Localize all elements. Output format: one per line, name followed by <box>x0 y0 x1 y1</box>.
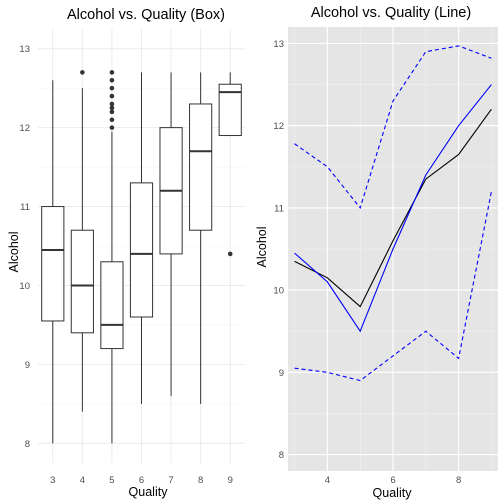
box-x-tick-label: 5 <box>109 475 114 486</box>
box-y-tick-label: 13 <box>19 44 30 55</box>
box-marks <box>41 70 242 444</box>
box-iqr <box>189 103 213 231</box>
box-outlier-point <box>109 77 115 83</box>
box-y-tick-labels: 8 9 10 11 12 13 <box>19 44 30 450</box>
box-outlier-point <box>80 70 85 75</box>
box-outlier-point <box>109 70 115 75</box>
box-x-tick-label: 4 <box>80 475 85 486</box>
box-outlier-point <box>109 85 115 91</box>
box-iqr <box>100 261 124 350</box>
box-outlier-point <box>109 117 115 123</box>
line-y-tick-label: 9 <box>279 368 284 379</box>
line-series-black <box>294 108 492 308</box>
line-x-tick-labels: 4 6 8 <box>325 475 462 486</box>
box-iqr <box>129 182 154 318</box>
box-outlier-point <box>227 251 233 257</box>
box-plot-chart: Alcohol vs. Quality (Box) 8 9 10 11 12 13 3 4 5… <box>7 7 245 499</box>
line-plot-chart: Alcohol vs. Quality (Line) 8 9 10 11 12 13 4 6… <box>255 5 498 500</box>
box-x-tick-label: 8 <box>198 475 203 486</box>
box-iqr <box>218 83 242 137</box>
box-x-tick-label: 7 <box>168 475 173 486</box>
box-y-tick-label: 10 <box>19 281 30 292</box>
line-y-tick-label: 12 <box>273 121 284 132</box>
line-series-upper-dashed <box>294 45 492 210</box>
box-y-tick-label: 9 <box>25 360 30 371</box>
box-outlier-point <box>109 93 115 99</box>
line-x-tick-label: 6 <box>390 475 395 486</box>
box-group-3 <box>41 80 65 444</box>
box-group-8 <box>189 72 213 404</box>
line-x-tick-label: 8 <box>456 475 461 486</box>
line-series-lower-dashed <box>294 191 492 382</box>
line-y-tick-label: 11 <box>274 203 284 214</box>
line-chart-title: Alcohol vs. Quality (Line) <box>311 5 471 21</box>
box-y-tick-label: 11 <box>20 202 30 213</box>
box-group-6 <box>129 72 154 404</box>
box-outlier-point <box>109 125 115 130</box>
box-outlier-point <box>109 109 115 115</box>
box-iqr <box>70 229 94 334</box>
box-y-axis-title: Alcohol <box>7 232 21 273</box>
box-x-axis-title: Quality <box>129 485 169 499</box>
line-x-tick-label: 4 <box>325 475 330 486</box>
line-series-group <box>294 45 492 382</box>
box-group-7 <box>159 72 183 396</box>
line-y-tick-label: 8 <box>279 450 284 461</box>
line-y-tick-labels: 8 9 10 11 12 13 <box>273 39 284 461</box>
line-y-tick-label: 10 <box>273 286 284 297</box>
line-series-blue <box>294 84 492 333</box>
box-group-9 <box>218 72 242 257</box>
line-y-tick-label: 13 <box>273 39 284 50</box>
box-x-tick-label: 6 <box>139 475 144 486</box>
box-x-tick-label: 3 <box>50 475 55 486</box>
box-group-5 <box>100 70 124 444</box>
box-x-tick-labels: 3 4 5 6 7 8 9 <box>50 475 233 486</box>
box-outlier-point <box>109 101 115 107</box>
box-outlier-point <box>109 105 115 111</box>
box-chart-title: Alcohol vs. Quality (Box) <box>67 7 225 23</box>
line-y-axis-title: Alcohol <box>255 227 269 268</box>
box-group-4 <box>70 70 94 412</box>
box-y-tick-label: 8 <box>25 439 30 450</box>
box-iqr <box>41 206 65 322</box>
box-x-tick-label: 9 <box>228 475 233 486</box>
line-x-axis-title: Quality <box>373 486 413 500</box>
box-y-tick-label: 12 <box>19 123 30 134</box>
